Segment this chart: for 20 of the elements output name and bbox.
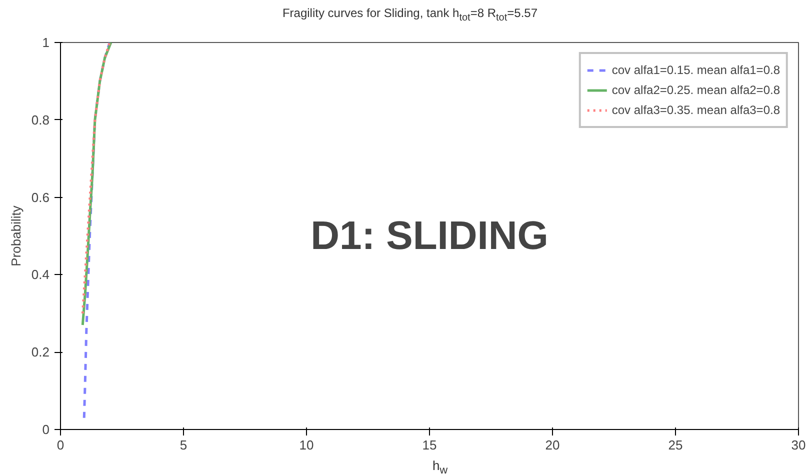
x-tick-label: 0 <box>56 438 64 452</box>
legend-label: cov alfa3=0.35. mean alfa3=0.8 <box>612 103 780 117</box>
y-tick-label: 0 <box>42 422 50 437</box>
y-tick-label: 0.2 <box>31 344 50 360</box>
x-tick-label: 25 <box>668 438 683 452</box>
x-tick-label: 30 <box>791 438 806 452</box>
y-tick-label: 1 <box>42 35 50 50</box>
x-tick-label: 5 <box>180 438 188 452</box>
annotation: D1: SLIDING <box>310 214 548 258</box>
x-tick-label: 20 <box>545 438 560 452</box>
y-tick-label: 0.8 <box>31 112 50 128</box>
legend-label: cov alfa1=0.15. mean alfa1=0.8 <box>612 63 780 77</box>
chart-title: Fragility curves for Sliding, tank h$_{tot}$=8 R$_{tot}$=5.57 <box>282 5 538 26</box>
x-axis-title: h$_{w}$ <box>432 457 448 476</box>
x-tick-label: 10 <box>299 438 314 452</box>
y-axis-title: Probability <box>8 205 24 266</box>
x-tick-label: 15 <box>422 438 437 452</box>
y-tick-label: 0.6 <box>31 190 50 205</box>
legend-label: cov alfa2=0.25. mean alfa2=0.8 <box>612 83 780 97</box>
y-tick-label: 0.4 <box>31 267 50 282</box>
